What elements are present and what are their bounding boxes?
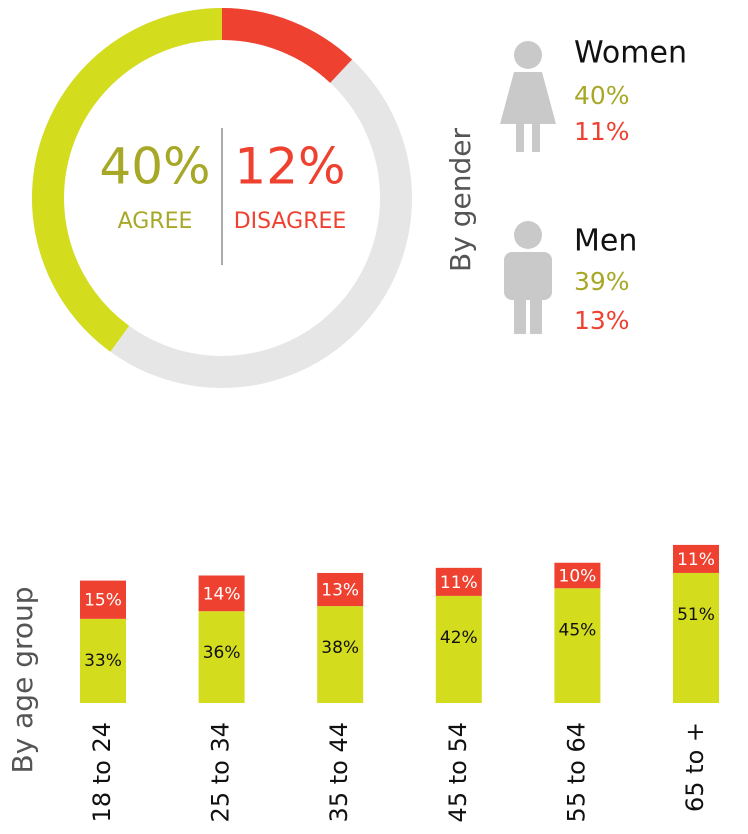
gender-disagree: 11% bbox=[574, 117, 630, 146]
value-label: 42% bbox=[440, 628, 478, 648]
bar-segment bbox=[673, 544, 719, 573]
bar-segment bbox=[317, 572, 364, 607]
donut-segment bbox=[32, 8, 223, 352]
category-label: AGREE bbox=[118, 209, 193, 234]
value-label: 12% bbox=[234, 138, 345, 196]
man-icon bbox=[504, 221, 552, 334]
value-label: 11% bbox=[677, 550, 715, 570]
x-tick-label: 55 to 64 bbox=[562, 722, 590, 822]
bar-segment bbox=[554, 588, 601, 703]
category-label: DISAGREE bbox=[234, 209, 347, 234]
x-tick-label: 45 to 54 bbox=[444, 722, 472, 822]
value-label: 40% bbox=[99, 138, 210, 196]
gender-disagree: 13% bbox=[574, 306, 630, 335]
value-label: 14% bbox=[203, 584, 241, 604]
x-tick-label: 18 to 24 bbox=[88, 722, 116, 822]
gender-agree: 39% bbox=[574, 267, 630, 296]
value-label: 36% bbox=[203, 643, 241, 663]
bar-segment bbox=[554, 562, 601, 589]
x-tick-label: 25 to 34 bbox=[207, 722, 235, 822]
value-label: 13% bbox=[321, 581, 359, 601]
x-tick-label: 35 to 44 bbox=[325, 722, 353, 822]
value-label: 45% bbox=[559, 620, 597, 640]
value-label: 51% bbox=[677, 605, 715, 625]
bar-segment bbox=[435, 567, 482, 596]
axis-label: By age group bbox=[6, 586, 39, 773]
bar-segment bbox=[317, 606, 364, 703]
bar-segment bbox=[198, 611, 245, 703]
value-label: 15% bbox=[84, 591, 122, 611]
x-tick-label: 65 to + bbox=[681, 722, 709, 812]
bar-segment bbox=[435, 595, 482, 703]
value-label: 38% bbox=[321, 638, 359, 658]
value-label: 11% bbox=[440, 573, 478, 593]
gender-name: Men bbox=[574, 224, 637, 259]
value-label: 33% bbox=[84, 651, 122, 671]
bar-segment bbox=[198, 575, 245, 612]
gender-name: Women bbox=[574, 36, 687, 71]
bar-segment bbox=[80, 618, 126, 703]
bar-segment bbox=[80, 580, 126, 619]
gender-label: By gender bbox=[444, 128, 477, 272]
woman-icon bbox=[500, 41, 556, 152]
donut-segment bbox=[221, 8, 353, 84]
bar-segment bbox=[673, 572, 719, 703]
gender-agree: 40% bbox=[574, 81, 630, 110]
value-label: 10% bbox=[559, 567, 597, 587]
